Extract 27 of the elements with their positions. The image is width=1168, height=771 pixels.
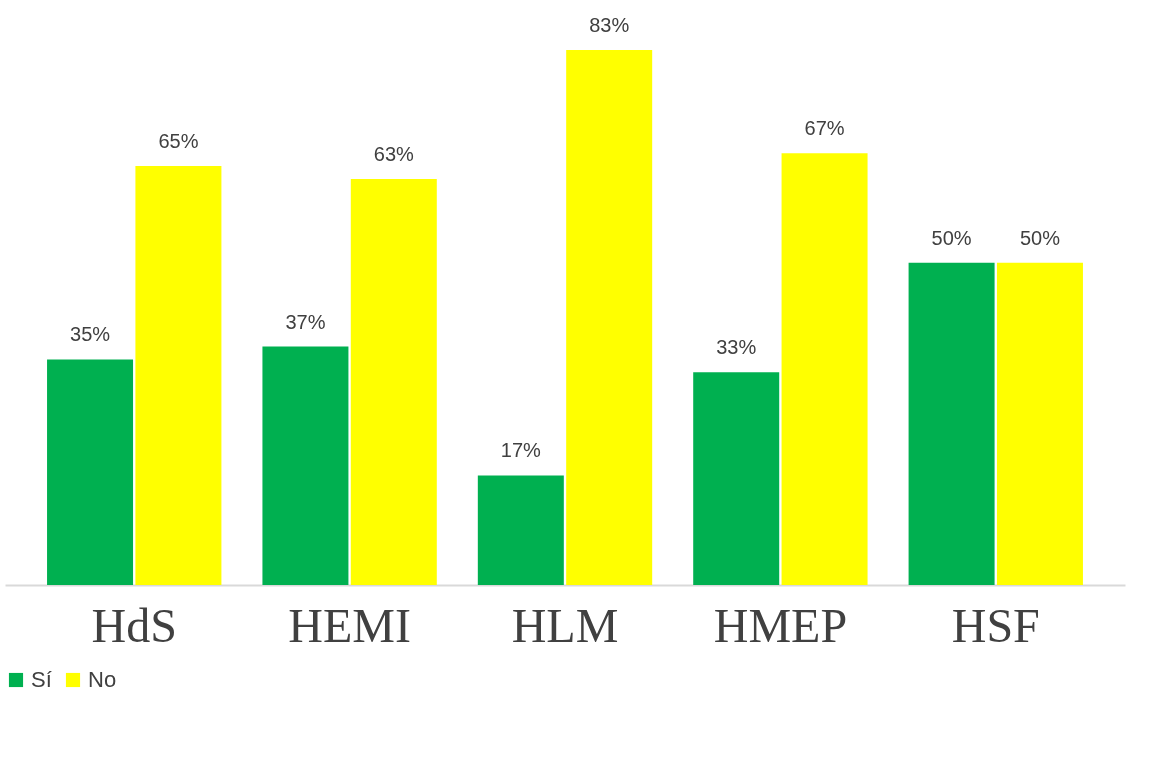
bar — [693, 372, 780, 585]
x-tick-label: HMEP — [713, 598, 848, 652]
data-label: 33% — [716, 336, 757, 359]
x-tick-label: HEMI — [288, 598, 411, 652]
data-label: 63% — [373, 143, 415, 165]
bar — [566, 50, 653, 585]
bar — [135, 166, 222, 585]
data-label: 50% — [1019, 226, 1061, 249]
bar — [996, 262, 1083, 585]
bar — [47, 359, 134, 585]
data-label: 67% — [804, 117, 845, 140]
legend-label: Sí — [31, 667, 52, 692]
data-label: 83% — [589, 14, 630, 37]
data-label: 50% — [931, 226, 972, 249]
data-label: 65% — [158, 130, 199, 153]
bar — [350, 179, 437, 585]
bar — [781, 153, 868, 585]
bar — [262, 346, 349, 585]
data-label: 35% — [70, 323, 111, 346]
bar — [908, 262, 995, 585]
data-label: 37% — [285, 310, 326, 333]
x-tick-label: HdS — [91, 598, 177, 652]
x-tick-label: HSF — [951, 598, 1040, 652]
legend-label: No — [88, 667, 117, 692]
bar — [477, 475, 564, 585]
x-tick-label: HLM — [511, 598, 619, 652]
data-label: 17% — [500, 439, 542, 462]
